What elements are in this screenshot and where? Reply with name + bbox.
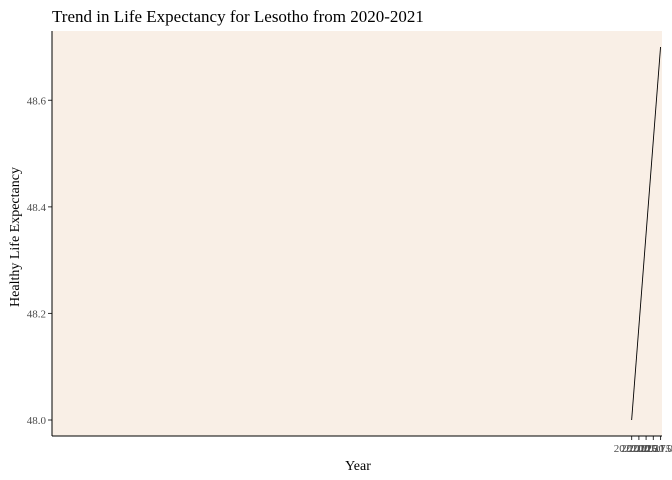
x-axis-title: Year bbox=[345, 459, 371, 474]
plot-panel bbox=[52, 31, 662, 436]
x-tick-label: 2020.25 bbox=[621, 443, 657, 455]
y-tick-label: 48.4 bbox=[27, 202, 47, 214]
y-axis-title: Healthy Life Expectancy bbox=[8, 167, 23, 307]
series-line bbox=[631, 46, 661, 421]
y-axis-ticks: 48.0 48.2 48.4 48.6 bbox=[27, 95, 52, 427]
chart-title: Trend in Life Expectancy for Lesotho fro… bbox=[52, 7, 424, 26]
x-tick-label: 2020.50 bbox=[628, 443, 664, 455]
y-tick-label: 48.6 bbox=[27, 95, 47, 107]
y-tick-label: 48.0 bbox=[27, 415, 47, 427]
y-tick-label: 48.2 bbox=[27, 308, 46, 320]
x-tick-label: 2020.75 bbox=[635, 443, 671, 455]
x-tick-label: 2021.00 bbox=[643, 443, 672, 455]
x-tick-label: 2020.00 bbox=[614, 443, 650, 455]
